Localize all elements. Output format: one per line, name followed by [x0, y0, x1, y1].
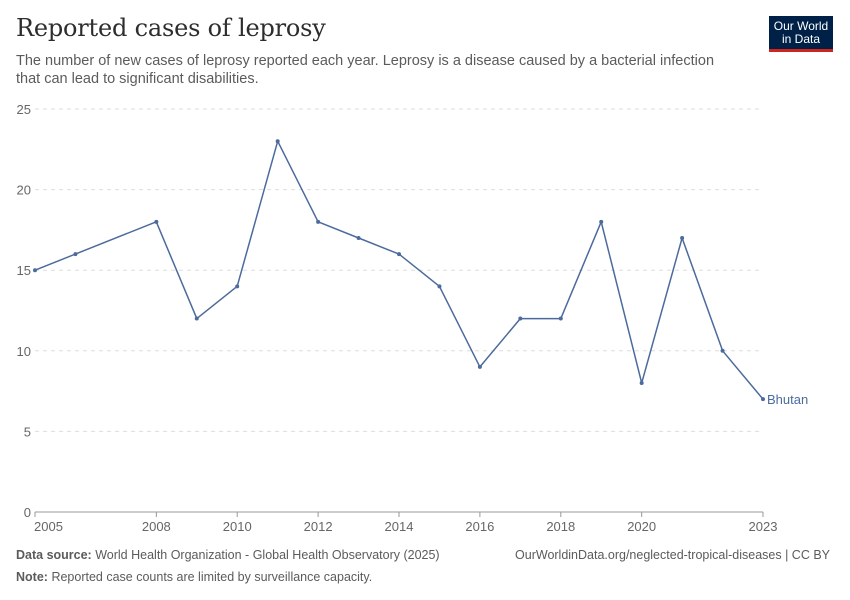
series-layer: Bhutan	[33, 139, 808, 407]
chart-title: Reported cases of leprosy	[16, 14, 326, 42]
data-point[interactable]	[477, 364, 482, 369]
x-tick-label: 2020	[627, 519, 656, 534]
data-point[interactable]	[33, 268, 37, 273]
data-point[interactable]	[761, 397, 765, 402]
data-point[interactable]	[235, 284, 240, 289]
data-point[interactable]	[316, 219, 321, 224]
data-point[interactable]	[194, 316, 199, 321]
y-tick-label: 10	[17, 344, 31, 359]
x-tick-label: 2005	[34, 519, 63, 534]
y-tick-label: 15	[17, 263, 31, 278]
data-point[interactable]	[558, 316, 563, 321]
y-tick-label: 5	[24, 424, 31, 439]
y-tick-label: 0	[24, 505, 31, 520]
data-point[interactable]	[154, 219, 159, 224]
data-source-text[interactable]: World Health Organization - Global Healt…	[95, 548, 440, 562]
source-url[interactable]: OurWorldinData.org/neglected-tropical-di…	[515, 548, 830, 562]
data-point[interactable]	[275, 139, 280, 144]
x-tick-label: 2018	[546, 519, 575, 534]
data-source: Data source: World Health Organization -…	[16, 548, 440, 562]
data-source-label: Data source:	[16, 548, 92, 562]
logo-line-2: in Data	[781, 32, 821, 46]
data-point[interactable]	[599, 219, 604, 224]
x-tick-label: 2012	[304, 519, 333, 534]
chart-subtitle: The number of new cases of leprosy repor…	[16, 53, 715, 87]
data-point[interactable]	[397, 252, 401, 257]
x-tick-label: 2014	[385, 519, 414, 534]
data-point[interactable]	[639, 381, 644, 386]
y-axis-ticks: 0 5 10 15 20 25	[17, 102, 31, 520]
x-axis: 2005 2008 2010 2012 2014 2016 2018 2020 2023	[34, 511, 778, 534]
data-point[interactable]	[356, 235, 361, 240]
series-label[interactable]: Bhutan	[767, 392, 808, 407]
series-line-bhutan[interactable]	[34, 140, 764, 400]
data-point[interactable]	[437, 284, 442, 289]
chart-note: Note: Reported case counts are limited b…	[16, 570, 372, 584]
y-tick-label: 20	[17, 183, 31, 198]
x-tick-label: 2016	[465, 519, 494, 534]
logo-line-1: Our World	[773, 19, 829, 33]
owid-logo[interactable]: Our World in Data	[769, 16, 833, 52]
x-tick-label: 2008	[142, 519, 171, 534]
x-tick-label: 2023	[749, 519, 778, 534]
data-point[interactable]	[680, 235, 685, 240]
data-point[interactable]	[73, 252, 78, 257]
note-text: Reported case counts are limited by surv…	[51, 570, 373, 584]
grid-lines	[35, 108, 763, 432]
note-label: Note:	[16, 570, 48, 584]
x-tick-label: 2010	[223, 519, 252, 534]
data-point[interactable]	[720, 348, 725, 353]
data-point[interactable]	[518, 316, 523, 321]
y-tick-label: 25	[17, 102, 31, 117]
